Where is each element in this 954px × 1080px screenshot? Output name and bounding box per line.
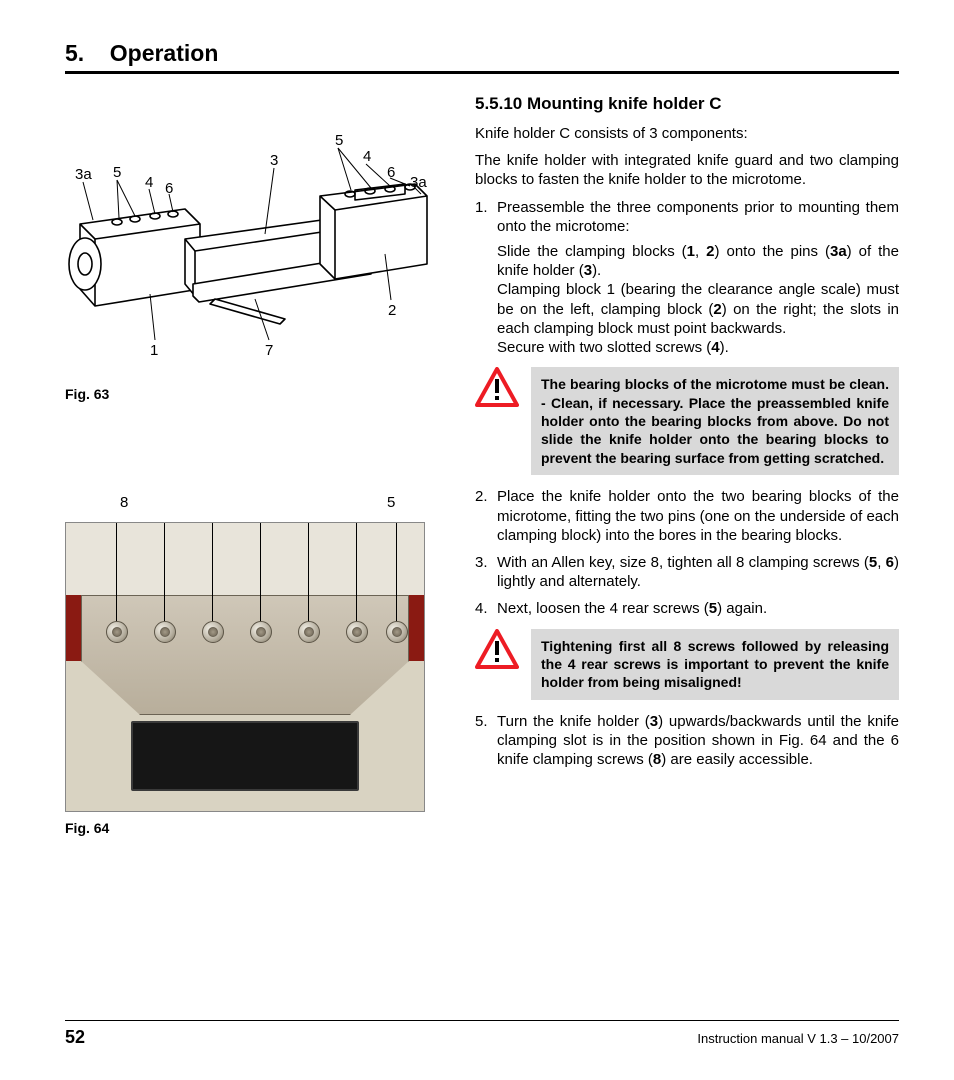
- chapter-number: 5. Operation: [65, 40, 218, 66]
- fig64-leader: [260, 523, 261, 621]
- fig64-screw: [298, 621, 320, 643]
- callout-8: 8: [120, 494, 128, 511]
- figure-64: [65, 522, 425, 812]
- step1-c: Secure with two slotted screws (4).: [497, 338, 899, 357]
- step-4: 4. Next, loosen the 4 rear screws (5) ag…: [475, 599, 899, 618]
- fig64-leader: [212, 523, 213, 621]
- fig63-caption: Fig. 63: [65, 386, 445, 402]
- warning-1: The bearing blocks of the microtome must…: [475, 367, 899, 475]
- step-num: 2.: [475, 487, 488, 506]
- warning-icon: [475, 629, 519, 674]
- step-num: 3.: [475, 553, 488, 572]
- figure-64-wrap: 8 5: [65, 522, 445, 836]
- callout-5-left: 5: [113, 164, 121, 181]
- fig64-tray: [131, 721, 359, 791]
- step-list-3: 5. Turn the knife holder (3) upwards/bac…: [475, 712, 899, 770]
- fig64-leader: [308, 523, 309, 621]
- chapter-title: Operation: [110, 40, 219, 66]
- step-2: 2. Place the knife holder onto the two b…: [475, 487, 899, 545]
- step-num: 4.: [475, 599, 488, 618]
- page-footer: 52 Instruction manual V 1.3 – 10/2007: [65, 1020, 899, 1048]
- fig64-leader: [356, 523, 357, 621]
- step-num: 1.: [475, 198, 488, 217]
- fig64-leader: [164, 523, 165, 621]
- doc-version: Instruction manual V 1.3 – 10/2007: [697, 1031, 899, 1046]
- fig64-caption: Fig. 64: [65, 820, 445, 836]
- fig64-screw: [250, 621, 272, 643]
- section-title: 5.5.10 Mounting knife holder C: [475, 94, 899, 114]
- fig64-screw: [154, 621, 176, 643]
- fig64-screw: [106, 621, 128, 643]
- intro-2: The knife holder with integrated knife g…: [475, 151, 899, 189]
- step-num: 5.: [475, 712, 488, 731]
- step-5: 5. Turn the knife holder (3) upwards/bac…: [475, 712, 899, 770]
- step-list-2: 2. Place the knife holder onto the two b…: [475, 487, 899, 618]
- callout-1: 1: [150, 342, 158, 359]
- callout-3-center: 3: [270, 152, 278, 169]
- warning-2-text: Tightening first all 8 screws followed b…: [531, 629, 899, 700]
- warning-1-text: The bearing blocks of the microtome must…: [531, 367, 899, 475]
- page-number: 52: [65, 1027, 85, 1048]
- fig64-screw: [346, 621, 368, 643]
- content-columns: 3a 5 4 6 3 5 4 6 3a 2 1 7: [65, 94, 899, 836]
- fig64-callouts: 8 5: [65, 494, 445, 522]
- callout-5: 5: [387, 494, 395, 511]
- step-list: 1. Preassemble the three components prio…: [475, 198, 899, 358]
- chapter-header: 5. Operation: [65, 40, 899, 74]
- callout-5-right: 5: [335, 132, 343, 149]
- figure-63: 3a 5 4 6 3 5 4 6 3a 2 1 7: [65, 124, 435, 384]
- warning-icon: [475, 367, 519, 412]
- warning-2: Tightening first all 8 screws followed b…: [475, 629, 899, 700]
- left-column: 3a 5 4 6 3 5 4 6 3a 2 1 7: [65, 94, 445, 836]
- step-3: 3. With an Allen key, size 8, tighten al…: [475, 553, 899, 591]
- step1-b: Clamping block 1 (bearing the clearance …: [497, 280, 899, 338]
- fig63-drawing: [65, 124, 435, 384]
- callout-7: 7: [265, 342, 273, 359]
- fig64-screw: [386, 621, 408, 643]
- chapter-num: 5.: [65, 40, 84, 66]
- right-column: 5.5.10 Mounting knife holder C Knife hol…: [475, 94, 899, 836]
- fig64-leader: [116, 523, 117, 621]
- callout-4-left: 4: [145, 174, 153, 191]
- fig64-leader: [396, 523, 397, 621]
- step1-a: Slide the clamping blocks (1, 2) onto th…: [497, 242, 899, 280]
- fig64-holder-block: [81, 595, 409, 715]
- step-1: 1. Preassemble the three components prio…: [475, 198, 899, 358]
- step1-lead: Preassemble the three components prior t…: [497, 199, 899, 235]
- callout-6-left: 6: [165, 180, 173, 197]
- callout-3a-left: 3a: [75, 166, 92, 183]
- callout-2: 2: [388, 302, 396, 319]
- callout-4-right: 4: [363, 148, 371, 165]
- callout-6-right: 6: [387, 164, 395, 181]
- intro-1: Knife holder C consists of 3 components:: [475, 124, 899, 143]
- callout-3a-right: 3a: [410, 174, 427, 191]
- fig64-screw: [202, 621, 224, 643]
